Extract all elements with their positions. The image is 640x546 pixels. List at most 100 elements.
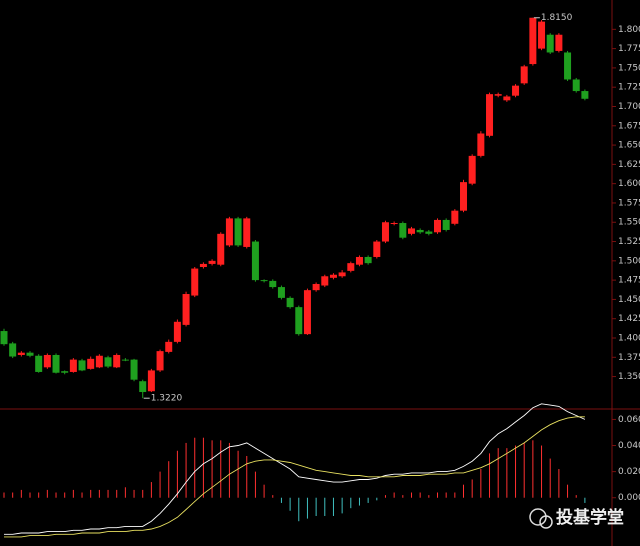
y-tick-label: 1.800 xyxy=(618,25,640,35)
candle-body xyxy=(61,371,69,373)
candle-body xyxy=(277,287,285,298)
wechat-icon xyxy=(539,515,553,529)
candle-body xyxy=(442,219,450,230)
candle-body xyxy=(407,228,415,234)
y-tick-label: 1.600 xyxy=(618,179,640,189)
candle-body xyxy=(156,351,164,371)
wechat-icon xyxy=(529,508,547,526)
watermark: 投基学堂 xyxy=(529,507,624,529)
y-tick-label: 0.0400 xyxy=(618,441,640,451)
candle-body xyxy=(364,256,372,264)
y-tick-label: 1.725 xyxy=(618,83,640,93)
annotation-label: 1.8150 xyxy=(541,13,573,23)
candle-body xyxy=(251,241,259,281)
candle-body xyxy=(538,21,546,49)
candle-body xyxy=(9,343,17,357)
candle-body xyxy=(52,354,60,373)
y-tick-label: 1.700 xyxy=(618,102,640,112)
candle-body xyxy=(564,52,572,80)
candle-body xyxy=(199,263,207,268)
candle-body xyxy=(35,355,43,372)
candle-body xyxy=(460,182,468,211)
candle-body xyxy=(43,354,51,368)
candle-body xyxy=(321,276,329,286)
candle-body xyxy=(451,210,459,224)
candle-body xyxy=(312,283,320,291)
candle-body xyxy=(355,256,363,265)
candle-body xyxy=(390,223,398,225)
candle-body xyxy=(234,218,242,246)
y-tick-label: 1.500 xyxy=(618,256,640,266)
candle-body xyxy=(373,241,381,257)
candle-body xyxy=(503,96,511,101)
candle-body xyxy=(217,233,225,265)
y-tick-label: 1.375 xyxy=(618,353,640,363)
macd-line xyxy=(4,403,586,535)
candle-body xyxy=(78,360,86,371)
y-tick-label: 1.475 xyxy=(618,276,640,286)
candle-body xyxy=(529,17,537,65)
candle-body xyxy=(243,218,251,247)
candle-body xyxy=(113,354,121,368)
candle-body xyxy=(303,290,311,335)
candle-body xyxy=(139,381,147,393)
candle-body xyxy=(329,274,337,278)
candle-body xyxy=(0,331,8,345)
candle-body xyxy=(191,268,199,296)
candle-body xyxy=(347,263,355,271)
candle-body xyxy=(520,66,528,84)
candle-body xyxy=(546,34,554,53)
candle-body xyxy=(87,358,95,369)
candle-body xyxy=(26,352,34,356)
candle-body xyxy=(555,34,563,51)
candle-body xyxy=(477,133,485,156)
y-tick-label: 1.575 xyxy=(618,198,640,208)
candle-body xyxy=(581,91,589,99)
candle-body xyxy=(486,94,494,136)
candle-body xyxy=(468,155,476,184)
candle-body xyxy=(512,85,520,96)
candle-body xyxy=(338,272,346,277)
candle-body xyxy=(69,359,77,372)
candle-body xyxy=(381,222,389,242)
candle-body xyxy=(17,352,25,355)
candle-body xyxy=(147,370,155,392)
y-tick-label: 1.400 xyxy=(618,334,640,344)
y-tick-label: 1.450 xyxy=(618,295,640,305)
y-tick-label: 1.550 xyxy=(618,218,640,228)
candle-body xyxy=(225,218,233,246)
y-tick-label: 0.0200 xyxy=(618,467,640,477)
candle-body xyxy=(182,294,190,325)
candle-body xyxy=(425,231,433,234)
y-tick-label: 1.425 xyxy=(618,314,640,324)
candle-body xyxy=(104,357,112,367)
y-tick-label: 0.0600 xyxy=(618,415,640,425)
candle-body xyxy=(572,79,580,92)
y-tick-label: 1.525 xyxy=(618,237,640,247)
candle-body xyxy=(286,297,294,308)
annotation-label: 1.3220 xyxy=(151,394,183,404)
candle-body xyxy=(399,223,407,238)
candle-body xyxy=(295,307,303,335)
candle-body xyxy=(121,359,129,361)
y-tick-label: 0.0000 xyxy=(618,493,640,503)
y-tick-label: 1.750 xyxy=(618,63,640,73)
candle-body xyxy=(165,341,173,352)
candle-body xyxy=(173,321,181,342)
macd-line xyxy=(4,416,585,538)
y-tick-label: 1.625 xyxy=(618,160,640,170)
y-tick-label: 1.650 xyxy=(618,141,640,151)
candle-body xyxy=(95,355,103,368)
candle-body xyxy=(416,229,424,233)
candle-body xyxy=(434,219,441,233)
y-tick-label: 1.350 xyxy=(618,372,640,382)
candle-body xyxy=(260,280,268,282)
y-tick-label: 1.775 xyxy=(618,44,640,54)
candle-body xyxy=(208,260,216,264)
candle-body xyxy=(269,280,277,288)
watermark-text: 投基学堂 xyxy=(556,507,624,528)
candle-body xyxy=(494,94,502,96)
candle-body xyxy=(130,359,138,380)
